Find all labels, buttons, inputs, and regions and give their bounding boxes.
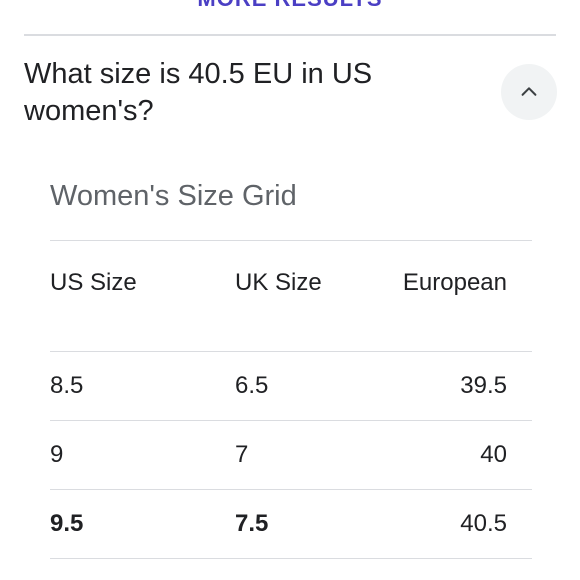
- table-row-highlighted: 9.5 7.5 40.5: [50, 490, 532, 558]
- cell-uk-size: 7.5: [235, 510, 269, 537]
- divider: [24, 34, 556, 36]
- more-results-link[interactable]: MORE RESULTS: [0, 0, 580, 12]
- table-header-row: US Size UK Size European: [50, 241, 532, 351]
- size-grid-title: Women's Size Grid: [50, 180, 297, 212]
- cell-uk-size: 6.5: [235, 372, 269, 399]
- cell-us-size: 9.5: [50, 510, 84, 537]
- cell-european: 40.5: [460, 510, 507, 537]
- table-divider: [50, 351, 532, 352]
- faq-question[interactable]: What size is 40.5 EU in US women's?: [24, 58, 373, 127]
- table-divider: [50, 489, 532, 490]
- header-european: European: [402, 269, 507, 296]
- header-uk-size: UK Size: [235, 269, 322, 296]
- cell-us-size: 9: [50, 441, 64, 468]
- table-divider: [50, 240, 532, 241]
- size-grid-table: US Size UK Size European 8.5 6.5 39.5 9 …: [50, 240, 532, 559]
- header-us-size: US Size: [50, 269, 137, 296]
- collapse-button[interactable]: [501, 64, 557, 120]
- table-row: 8.5 6.5 39.5: [50, 352, 532, 420]
- chevron-up-icon: [521, 87, 537, 96]
- cell-european: 40: [480, 441, 507, 468]
- table-divider: [50, 420, 532, 421]
- cell-us-size: 8.5: [50, 372, 84, 399]
- cell-european: 39.5: [460, 372, 507, 399]
- table-row: 9 7 40: [50, 421, 532, 489]
- cell-uk-size: 7: [235, 441, 249, 468]
- table-divider: [50, 558, 532, 559]
